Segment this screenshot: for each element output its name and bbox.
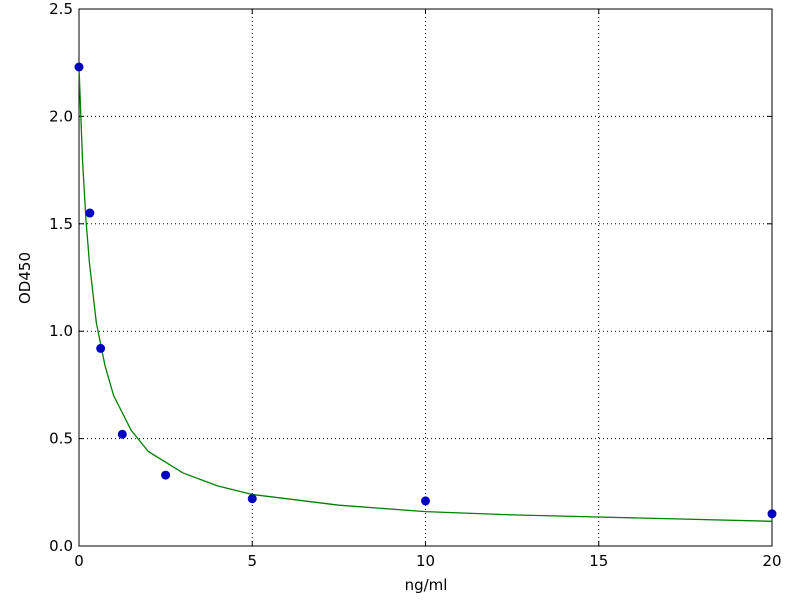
data-point (247, 494, 257, 504)
y-tick-label: 1.5 (49, 215, 73, 233)
y-axis-label: OD450 (16, 252, 34, 304)
x-tick-label: 0 (74, 552, 84, 570)
y-tick-label: 1.0 (49, 322, 73, 340)
y-tick-label: 0.5 (49, 430, 73, 448)
plot-frame (78, 8, 773, 547)
x-axis-label: ng/ml (405, 576, 448, 594)
x-tick-label: 20 (762, 552, 781, 570)
y-tick-label: 2.0 (49, 107, 73, 125)
y-tick-label: 0.0 (49, 537, 73, 555)
data-point (161, 470, 171, 480)
data-point (74, 62, 84, 72)
x-tick-label: 15 (589, 552, 608, 570)
data-point (421, 496, 430, 506)
data-point (767, 509, 777, 519)
x-tick-label: 5 (247, 552, 257, 570)
y-tick-label: 2.5 (49, 0, 73, 18)
data-point (96, 343, 106, 353)
x-tick-label: 10 (416, 552, 435, 570)
fit-curve (78, 66, 773, 522)
data-point (85, 208, 95, 218)
data-point (117, 429, 127, 439)
